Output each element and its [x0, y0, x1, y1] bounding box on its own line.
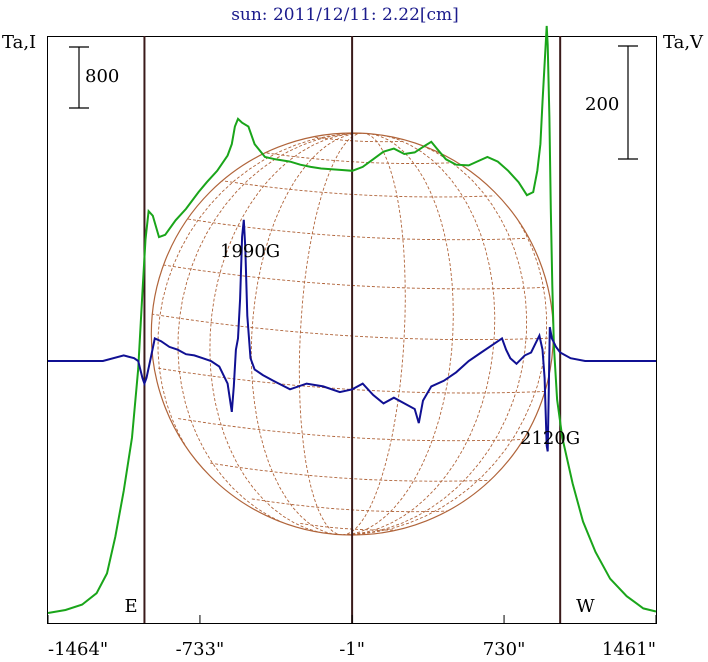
longitude-line	[342, 133, 548, 535]
x-tick-label: -1464"	[48, 639, 108, 660]
chart-title: sun: 2011/12/11: 2.22[cm]	[231, 5, 459, 25]
left-scale-bar	[69, 46, 89, 109]
annotation-1990g: 1990G	[220, 241, 280, 262]
right-axis-label: Ta,V	[663, 32, 704, 53]
longitude-line	[342, 133, 528, 535]
stokes-v-line	[48, 219, 656, 452]
longitude-line	[342, 133, 406, 535]
stokes-i-line	[47, 25, 657, 614]
latitude-line	[210, 178, 495, 198]
right-scale-bar	[618, 45, 638, 160]
latitude-line	[210, 462, 495, 482]
longitude-line	[250, 133, 363, 535]
longitude-line	[209, 133, 363, 535]
west-limb-label: W	[576, 596, 595, 617]
longitude-line	[298, 133, 363, 535]
left-axis-label: Ta,I	[2, 32, 36, 53]
east-limb-label: E	[124, 596, 137, 617]
x-tick-label: 1461"	[602, 639, 656, 660]
longitude-line	[342, 133, 454, 535]
longitude-line	[342, 133, 496, 535]
x-tick-label: -1"	[339, 639, 365, 660]
x-tick-label: -733"	[176, 639, 225, 660]
x-tick-label: 730"	[483, 639, 526, 660]
left-scale-label: 800	[85, 66, 119, 87]
annotation-2120g: 2120G	[520, 428, 580, 449]
right-scale-label: 200	[585, 94, 619, 115]
